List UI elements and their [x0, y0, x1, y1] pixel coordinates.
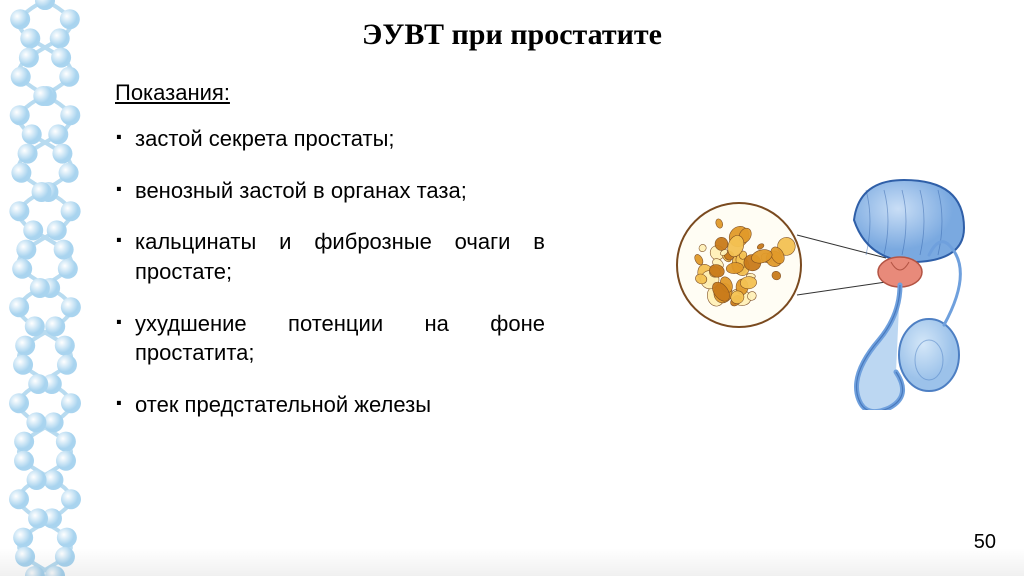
bullet-item: кальцинаты и фиброзные очаги в простате; — [115, 227, 545, 286]
content-block: Показания: застой секрета простаты; веноз… — [115, 80, 545, 442]
bullet-item: отек предстательной железы — [115, 390, 545, 420]
slide-title: ЭУВТ при простатите — [0, 18, 1024, 52]
bullet-item: венозный застой в органах таза; — [115, 176, 545, 206]
bullet-list: застой секрета простаты; венозный застой … — [115, 124, 545, 420]
bullet-item: застой секрета простаты; — [115, 124, 545, 154]
medical-illustration — [644, 150, 984, 410]
subheading: Показания: — [115, 80, 545, 106]
bullet-item: ухудшение потенции на фоне простатита; — [115, 309, 545, 368]
dna-border-graphic — [0, 0, 90, 576]
bottom-shadow — [0, 548, 1024, 576]
